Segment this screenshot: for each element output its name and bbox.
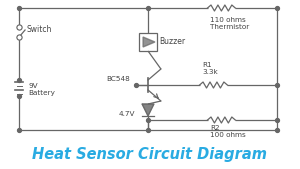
Text: BC548: BC548 bbox=[106, 76, 130, 82]
Text: Switch: Switch bbox=[26, 26, 51, 34]
Polygon shape bbox=[142, 104, 154, 116]
Text: R2
100 ohms: R2 100 ohms bbox=[211, 125, 246, 138]
Bar bbox=[139, 33, 157, 51]
Text: 9V
Battery: 9V Battery bbox=[28, 83, 55, 96]
Text: 4.7V: 4.7V bbox=[118, 111, 135, 117]
Text: Heat Sensor Circuit Diagram: Heat Sensor Circuit Diagram bbox=[32, 148, 268, 163]
Polygon shape bbox=[143, 37, 155, 47]
Text: R1
3.3k: R1 3.3k bbox=[202, 62, 218, 75]
Text: Buzzer: Buzzer bbox=[159, 37, 185, 45]
Text: 110 ohms
Thermistor: 110 ohms Thermistor bbox=[209, 17, 249, 30]
